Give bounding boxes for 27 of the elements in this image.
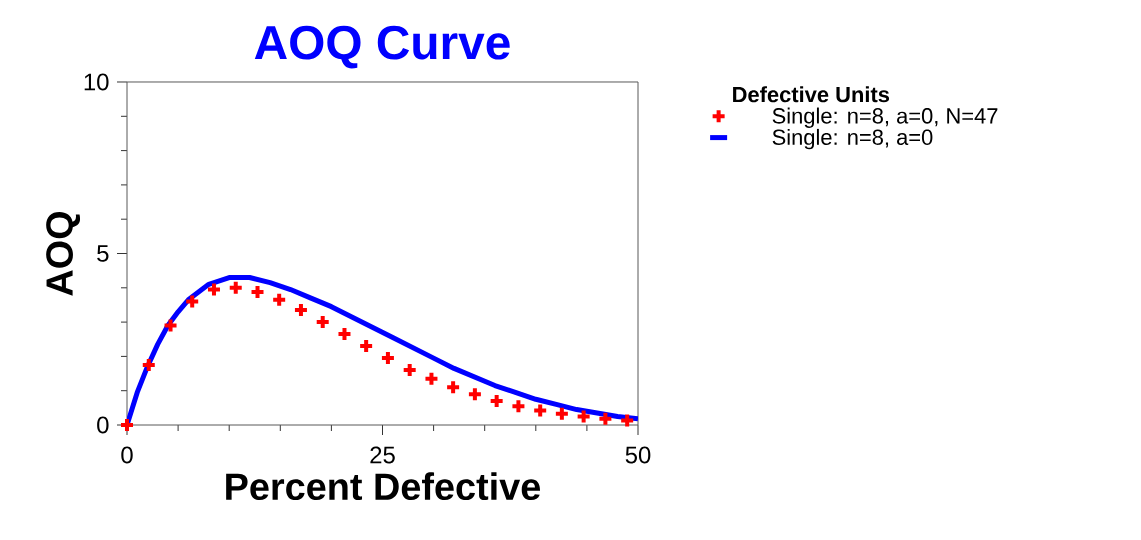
legend-label: Single: n=8, a=0	[772, 128, 933, 150]
x-axis-title: Percent Defective	[226, 472, 541, 501]
point	[575, 408, 592, 425]
point	[553, 405, 570, 422]
point	[205, 281, 222, 298]
legend-label: Single: n=8, a=0, N=47	[772, 107, 998, 128]
point	[466, 386, 483, 403]
point	[119, 417, 135, 433]
chart-title: AOQ Curve	[254, 25, 510, 69]
y-tick-label: 5	[97, 245, 109, 262]
x-tick-label: 25	[370, 446, 395, 464]
y-tick-label: 0	[97, 416, 109, 434]
legend-title: Defective Units	[733, 86, 890, 103]
y-axis-title: AOQ	[46, 211, 81, 296]
point	[423, 370, 440, 387]
point	[619, 412, 636, 429]
x-tick-label: 0	[121, 446, 133, 464]
point	[532, 402, 549, 419]
point	[597, 410, 614, 427]
y-tick-label: 10	[84, 73, 109, 91]
point	[271, 291, 288, 308]
point	[162, 317, 179, 334]
point	[227, 279, 244, 296]
x-tick-label: 50	[625, 446, 651, 464]
point	[445, 379, 462, 396]
point	[184, 293, 201, 310]
point	[510, 398, 527, 415]
